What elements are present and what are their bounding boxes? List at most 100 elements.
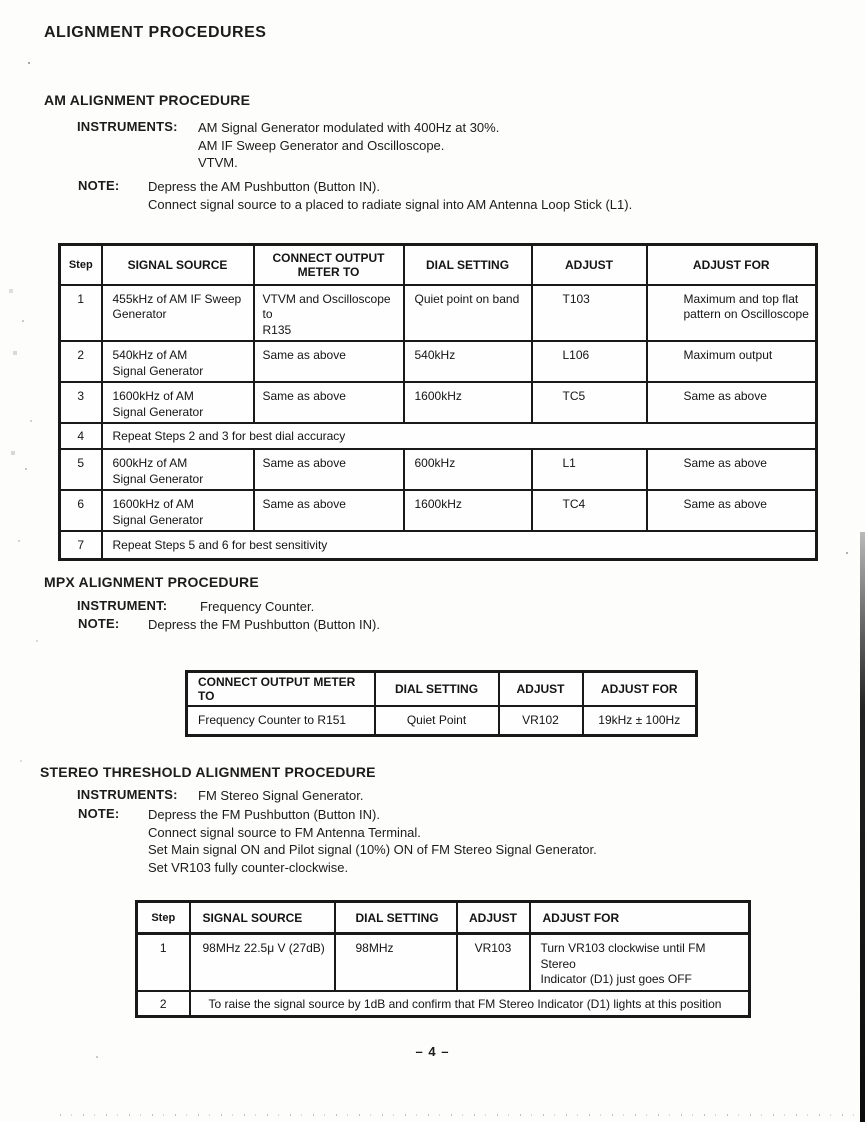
- mpx-note-label: NOTE:: [78, 616, 120, 631]
- stereo-col-adjust-for: ADJUST FOR: [528, 900, 751, 935]
- mpx-row-adjust: VR102: [497, 705, 584, 736]
- stereo-r1-dial: 98MHz: [333, 932, 458, 992]
- mpx-table-row: Frequency Counter to R151 Quiet Point VR…: [185, 705, 698, 736]
- stereo-table-row-1: 1 98MHz 22.5μ V (27dB) 98MHz VR103 Turn …: [135, 932, 751, 992]
- am-r5-adjust-for: Same as above: [645, 448, 818, 491]
- scan-noise-artifact: [0, 0, 2, 2]
- am-r3-step: 3: [58, 381, 103, 424]
- am-r5-step: 5: [58, 448, 103, 491]
- am-r6-step: 6: [58, 489, 103, 532]
- am-table-row-3: 3 1600kHz of AM Signal Generator Same as…: [58, 381, 818, 424]
- am-section-heading: AM ALIGNMENT PROCEDURE: [44, 92, 251, 108]
- am-r5-dial: 600kHz: [402, 448, 533, 491]
- stereo-col-adjust: ADJUST: [455, 900, 531, 935]
- stereo-r2-step: 2: [135, 989, 191, 1018]
- am-table-row-5: 5 600kHz of AM Signal Generator Same as …: [58, 448, 818, 491]
- am-r1-step: 1: [58, 283, 103, 342]
- stereo-r2-span-text: To raise the signal source by 1dB and co…: [188, 989, 751, 1018]
- am-r7-step: 7: [58, 530, 103, 560]
- am-col-connect-output-meter: CONNECT OUTPUT METER TO: [252, 243, 405, 286]
- am-table-header-row: Step SIGNAL SOURCE CONNECT OUTPUT METER …: [58, 243, 818, 286]
- stereo-r1-step: 1: [135, 932, 191, 992]
- am-col-step: Step: [58, 243, 103, 286]
- am-r1-adjust: T103: [530, 283, 648, 342]
- am-r3-dial: 1600kHz: [402, 381, 533, 424]
- am-col-dial-setting: DIAL SETTING: [402, 243, 533, 286]
- am-r2-adjust: L106: [530, 340, 648, 383]
- stereo-note-list: Depress the FM Pushbutton (Button IN). C…: [148, 806, 597, 876]
- am-r2-meter: Same as above: [252, 340, 405, 383]
- am-r6-adjust: TC4: [530, 489, 648, 532]
- am-r5-adjust: L1: [530, 448, 648, 491]
- am-instruments-label: INSTRUMENTS:: [77, 119, 178, 134]
- mpx-instrument-label: INSTRUMENT:: [77, 598, 168, 613]
- stereo-col-dial-setting: DIAL SETTING: [333, 900, 458, 935]
- am-r2-adjust-for: Maximum output: [645, 340, 818, 383]
- am-r6-meter: Same as above: [252, 489, 405, 532]
- mpx-col-adjust-for: ADJUST FOR: [581, 670, 698, 707]
- mpx-row-adjust-for: 19kHz ± 100Hz: [581, 705, 698, 736]
- am-r6-dial: 1600kHz: [402, 489, 533, 532]
- am-r1-dial: Quiet point on band: [402, 283, 533, 342]
- mpx-instrument-value: Frequency Counter.: [200, 599, 315, 614]
- am-r4-step: 4: [58, 422, 103, 450]
- am-col-adjust-for: ADJUST FOR: [645, 243, 818, 286]
- page-title: ALIGNMENT PROCEDURES: [44, 24, 267, 41]
- am-r7-span-text: Repeat Steps 5 and 6 for best sensitivit…: [100, 530, 818, 560]
- stereo-threshold-table: Step SIGNAL SOURCE DIAL SETTING ADJUST A…: [135, 900, 751, 1018]
- stereo-table-row-2: 2 To raise the signal source by 1dB and …: [135, 989, 751, 1018]
- am-col-signal-source: SIGNAL SOURCE: [100, 243, 255, 286]
- mpx-row-meter: Frequency Counter to R151: [185, 705, 376, 736]
- stereo-table-header-row: Step SIGNAL SOURCE DIAL SETTING ADJUST A…: [135, 900, 751, 935]
- page-number: – 4 –: [415, 1044, 450, 1059]
- am-r5-meter: Same as above: [252, 448, 405, 491]
- am-r6-adjust-for: Same as above: [645, 489, 818, 532]
- mpx-alignment-table: CONNECT OUTPUT METER TO DIAL SETTING ADJ…: [185, 670, 698, 737]
- am-r3-adjust: TC5: [530, 381, 648, 424]
- am-table-row-6: 6 1600kHz of AM Signal Generator Same as…: [58, 489, 818, 532]
- am-table-row-1: 1 455kHz of AM IF Sweep Generator VTVM a…: [58, 283, 818, 342]
- mpx-section-heading: MPX ALIGNMENT PROCEDURE: [44, 574, 259, 590]
- am-instruments-list: AM Signal Generator modulated with 400Hz…: [198, 119, 499, 172]
- am-instrument-item: AM IF Sweep Generator and Oscilloscope.: [198, 137, 445, 153]
- mpx-col-adjust: ADJUST: [497, 670, 584, 707]
- stereo-r1-adjust-for: Turn VR103 clockwise until FM Stereo Ind…: [528, 932, 751, 992]
- am-note-list: Depress the AM Pushbutton (Button IN). C…: [148, 178, 632, 213]
- am-note-item: Connect signal source to a placed to rad…: [148, 196, 633, 212]
- scan-bottom-speckle-artifact: [60, 1114, 855, 1116]
- am-r1-meter: VTVM and Oscilloscope to R135: [252, 283, 405, 342]
- mpx-col-connect-output-meter: CONNECT OUTPUT METER TO: [185, 670, 376, 707]
- stereo-col-step: Step: [135, 900, 191, 935]
- mpx-note-text: Depress the FM Pushbutton (Button IN).: [148, 617, 380, 632]
- stereo-col-signal-source: SIGNAL SOURCE: [188, 900, 336, 935]
- am-col-adjust: ADJUST: [530, 243, 648, 286]
- stereo-note-item: Set Main signal ON and Pilot signal (10%…: [148, 842, 597, 858]
- stereo-note-item: Connect signal source to FM Antenna Term…: [148, 824, 421, 840]
- am-table-row-2: 2 540kHz of AM Signal Generator Same as …: [58, 340, 818, 383]
- stereo-instrument-value: FM Stereo Signal Generator.: [198, 788, 364, 803]
- mpx-table-header-row: CONNECT OUTPUT METER TO DIAL SETTING ADJ…: [185, 670, 698, 707]
- scan-edge-artifact: [860, 532, 865, 1122]
- am-table-row-7: 7 Repeat Steps 5 and 6 for best sensitiv…: [58, 530, 818, 560]
- stereo-r1-adjust: VR103: [455, 932, 531, 992]
- am-r3-source: 1600kHz of AM Signal Generator: [100, 381, 255, 424]
- stereo-instruments-label: INSTRUMENTS:: [77, 787, 178, 802]
- am-r5-source: 600kHz of AM Signal Generator: [100, 448, 255, 491]
- am-r4-span-text: Repeat Steps 2 and 3 for best dial accur…: [100, 422, 818, 450]
- am-r1-source: 455kHz of AM IF Sweep Generator: [100, 283, 255, 342]
- am-r1-adjust-for: Maximum and top flat pattern on Oscillos…: [645, 283, 818, 342]
- am-instrument-item: AM Signal Generator modulated with 400Hz…: [198, 120, 500, 135]
- am-instrument-item: VTVM.: [198, 155, 238, 171]
- stereo-note-item: Depress the FM Pushbutton (Button IN).: [148, 807, 380, 822]
- am-r2-dial: 540kHz: [402, 340, 533, 383]
- stereo-section-heading: STEREO THRESHOLD ALIGNMENT PROCEDURE: [40, 764, 376, 780]
- am-r3-meter: Same as above: [252, 381, 405, 424]
- mpx-row-dial: Quiet Point: [373, 705, 500, 736]
- am-alignment-table: Step SIGNAL SOURCE CONNECT OUTPUT METER …: [58, 243, 818, 561]
- am-note-item: Depress the AM Pushbutton (Button IN).: [148, 179, 380, 194]
- mpx-col-dial-setting: DIAL SETTING: [373, 670, 500, 707]
- stereo-note-label: NOTE:: [78, 806, 120, 821]
- stereo-note-item: Set VR103 fully counter-clockwise.: [148, 859, 349, 875]
- am-r2-source: 540kHz of AM Signal Generator: [100, 340, 255, 383]
